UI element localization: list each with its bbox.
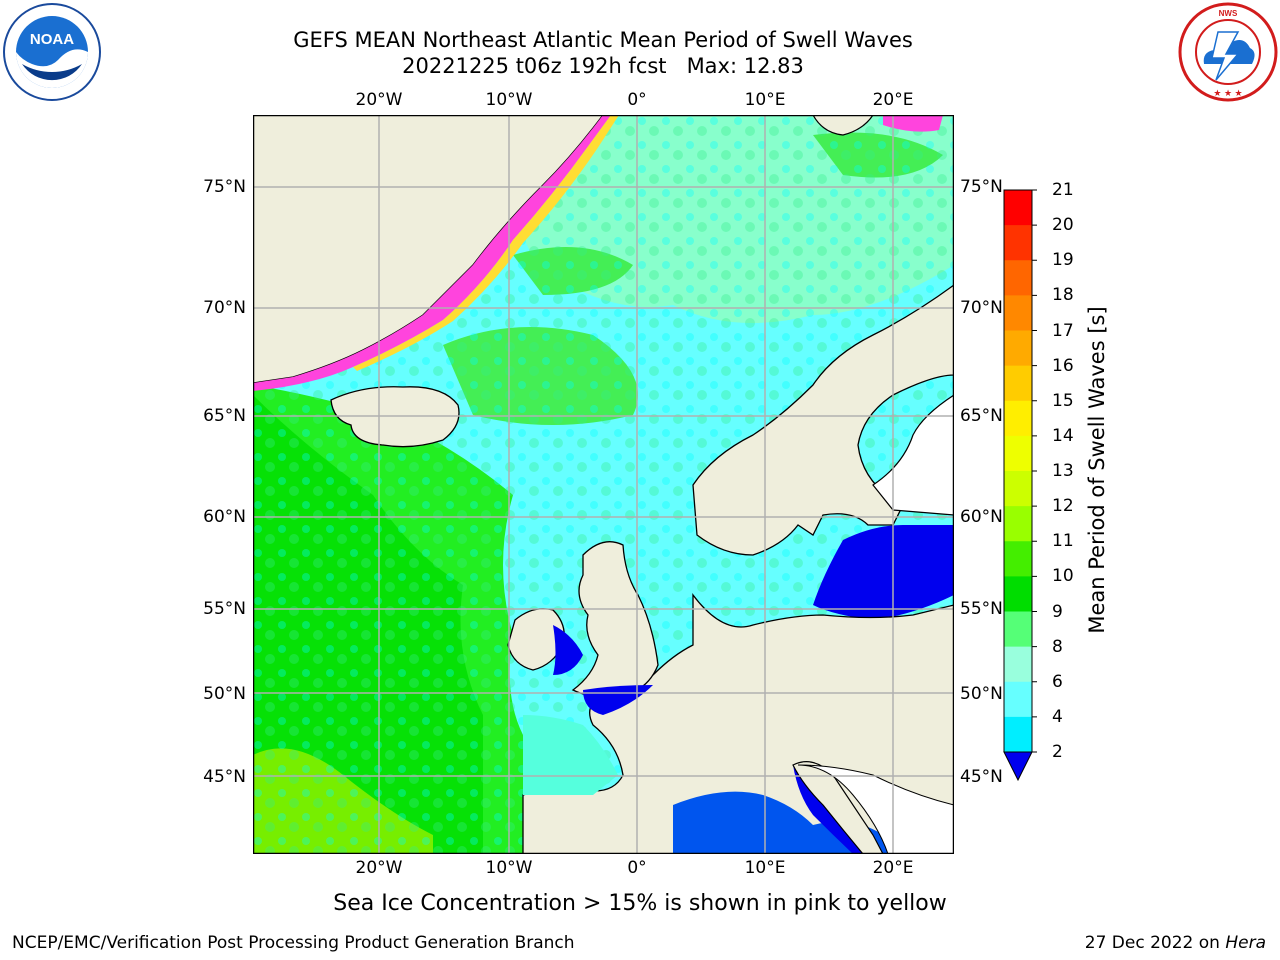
colorbar-band [1004,506,1032,542]
colorbar-band [1004,190,1032,226]
lon-label-bottom: 20°E [872,858,914,878]
colorbar-band [1004,576,1032,612]
colorbar-tick-label: 9 [1052,601,1063,622]
lat-label-right: 70°N [960,298,1003,318]
colorbar-tick-label: 12 [1052,496,1074,517]
colorbar-band [1004,225,1032,261]
baltic-sea [813,525,954,620]
lat-label-right: 65°N [960,406,1003,426]
colorbar [1003,189,1037,782]
colorbar-band [1004,471,1032,507]
lon-label-bottom: 20°W [355,858,403,878]
lat-label-left: 55°N [203,599,246,619]
colorbar-band [1004,681,1032,718]
colorbar-tick-label: 20 [1052,215,1074,236]
footer-date-text: 27 Dec 2022 on [1084,933,1220,953]
footer-credit: NCEP/EMC/Verification Post Processing Pr… [12,933,575,953]
lat-label-right: 60°N [960,507,1003,527]
lon-label-top: 10°W [485,90,533,110]
colorbar-tick-label: 11 [1052,531,1074,552]
graticule [253,115,954,854]
lat-label-left: 75°N [203,177,246,197]
adriatic [797,764,954,854]
scandinavia [692,284,954,556]
lat-label-left: 45°N [203,767,246,787]
noaa-logo: NOAA [2,2,102,102]
colorbar-tick-label: 6 [1052,671,1063,692]
svalbard-ice [883,115,943,132]
sea-ice-note: Sea Ice Concentration > 15% is shown in … [333,891,947,916]
colorbar-tick-label: 10 [1052,566,1074,587]
colorbar-tick-label: 13 [1052,461,1074,481]
lon-label-top: 0° [627,90,647,110]
colorbar-tick-label: 19 [1052,250,1074,271]
colorbar-band [1004,541,1032,577]
colorbar-title: Mean Period of Swell Waves [s] [1085,306,1109,634]
map-title: GEFS MEAN Northeast Atlantic Mean Period… [293,28,913,52]
colorbar-tick-label: 8 [1052,636,1063,657]
colorbar-tick-label: 21 [1052,180,1074,200]
colorbar-tick-label: 4 [1052,706,1063,727]
lon-label-top: 20°W [355,90,403,110]
colorbar-extend-arrow [1003,751,1033,782]
nws-logo: NWS ★ ★ ★ [1178,2,1278,102]
lat-label-right: 45°N [960,767,1003,787]
svalbard [812,115,874,136]
colorbar-band [1004,295,1032,331]
colorbar-band [1004,400,1032,437]
colorbar-tick-label: 15 [1052,390,1074,411]
lat-label-left: 50°N [203,684,246,704]
colorbar-band [1004,716,1032,753]
lon-label-top: 10°E [744,90,786,110]
colorbar-tick-label: 16 [1052,355,1074,376]
colorbar-band [1004,435,1032,472]
lat-label-right: 50°N [960,684,1003,704]
svg-text:NOAA: NOAA [30,31,74,48]
colorbar-tick-label: 17 [1052,320,1074,341]
lat-label-left: 70°N [203,298,246,318]
colorbar-band [1004,646,1032,683]
colorbar-band [1004,365,1032,402]
svg-text:★ ★ ★: ★ ★ ★ [1213,88,1242,98]
lat-label-left: 60°N [203,507,246,527]
colorbar-band [1004,260,1032,296]
lon-label-bottom: 10°E [744,858,786,878]
footer-date: 27 Dec 2022 on Hera [1085,933,1266,953]
lon-label-bottom: 10°W [485,858,533,878]
map-frame [253,115,954,854]
lat-label-right: 55°N [960,599,1003,619]
colorbar-tick-label: 2 [1052,742,1063,762]
footer-host: Hera [1225,933,1266,953]
lat-label-left: 65°N [203,406,246,426]
lon-label-bottom: 0° [627,858,647,878]
map-subtitle: 20221225 t06z 192h fcst Max: 12.83 [402,54,804,78]
lat-label-right: 75°N [960,177,1003,197]
lon-label-top: 20°E [872,90,914,110]
map-panel [253,115,954,854]
colorbar-tick-label: 18 [1052,285,1074,306]
colorbar-band [1004,330,1032,367]
svg-text:NWS: NWS [1219,9,1238,18]
colorbar-band [1004,611,1032,648]
colorbar-tick-label: 14 [1052,425,1074,446]
